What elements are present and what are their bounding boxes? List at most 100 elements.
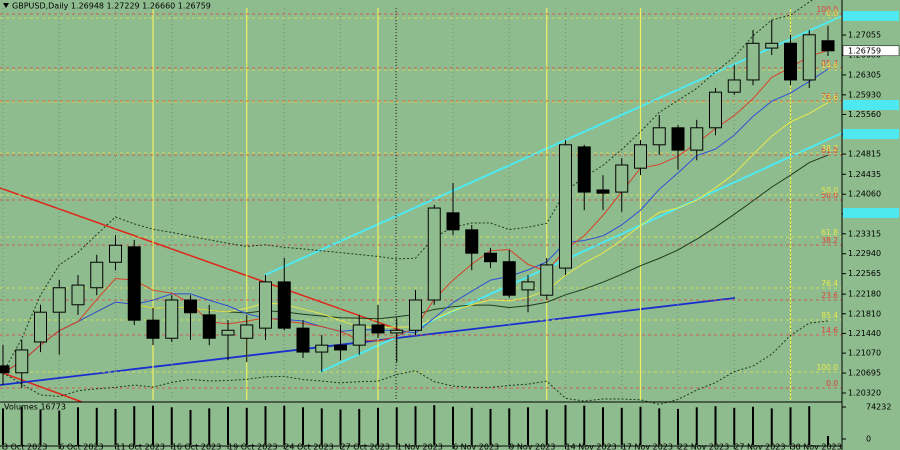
x-tick-label: 1 Nov 2023 [397, 443, 443, 450]
candle-body [671, 127, 685, 151]
x-tick-label: 27 Nov 2023 [734, 443, 785, 450]
candle-body [427, 207, 441, 301]
chart-title: GBPUSD,Daily 1.26948 1.27229 1.26660 1.2… [12, 2, 211, 11]
y-tick-label: 1.27055 [848, 31, 881, 40]
x-tick-label: 17 Nov 2023 [622, 443, 673, 450]
volume-tick-label: 0 [866, 435, 871, 444]
level-label: 0.0 [826, 9, 838, 18]
y-tick-label: 1.24435 [848, 170, 881, 179]
x-tick-label: 3 Oct 2023 [3, 443, 47, 450]
volume-tick-label: 74232 [866, 403, 891, 412]
y-tick-label: 1.22180 [848, 290, 881, 299]
channel-price-box [843, 129, 899, 139]
level-label: 61.8 [821, 146, 838, 155]
candle-body [15, 349, 29, 374]
level-label: 38.2 [821, 236, 838, 245]
candle-body [615, 164, 629, 193]
y-tick-label: 1.26305 [848, 70, 881, 79]
candle-body [821, 40, 835, 52]
level-label: 100.0 [817, 363, 839, 372]
candle-body [202, 314, 216, 339]
candle-body [521, 281, 535, 291]
y-tick-label: 1.21810 [848, 309, 881, 318]
x-tick-label: 22 Nov 2023 [678, 443, 729, 450]
candle-body [90, 261, 104, 289]
level-label: 85.4 [821, 59, 838, 68]
channel-price-box [843, 208, 899, 218]
y-tick-label: 1.21070 [848, 349, 881, 358]
candle-body [315, 344, 329, 353]
candle-body [727, 79, 741, 93]
candle-body [352, 324, 366, 346]
candle-body [240, 324, 254, 339]
trend-line [0, 187, 401, 331]
candle-body [802, 34, 816, 81]
candle-body [371, 324, 385, 334]
x-tick-label: 19 Oct 2023 [228, 443, 277, 450]
candle-body [709, 91, 722, 129]
y-tick-label: 1.24060 [848, 190, 881, 199]
level-label: 100.0 [817, 5, 839, 14]
candle-body [34, 311, 47, 343]
candle-body [259, 281, 272, 329]
channel-line [264, 15, 843, 276]
y-tick-label: 1.21440 [848, 329, 881, 338]
candle-body [71, 284, 85, 306]
x-tick-label: 27 Oct 2023 [341, 443, 390, 450]
level-label: 50.0 [821, 186, 838, 195]
level-label: 38.2 [821, 144, 838, 153]
x-tick-label: 16 Oct 2023 [172, 443, 221, 450]
candle-body [765, 42, 779, 49]
candle-body [52, 287, 66, 313]
x-tick-label: 6 Oct 2023 [59, 443, 103, 450]
candle-body [409, 299, 422, 331]
candle-body [484, 252, 497, 263]
candle-body [296, 327, 310, 353]
candle-body [596, 189, 610, 194]
y-tick-label: 1.25930 [848, 90, 881, 99]
last-price-label: 1.26759 [848, 46, 881, 55]
y-tick-label: 1.25560 [848, 110, 881, 119]
candle-body [109, 244, 122, 263]
candle-body [165, 299, 179, 339]
level-label: 14.6 [821, 326, 838, 335]
candle-body [221, 329, 235, 336]
y-tick-label: 1.20695 [848, 369, 881, 378]
trend-line [0, 371, 83, 403]
candle-body [502, 261, 516, 296]
y-tick-label: 1.22940 [848, 249, 881, 258]
y-tick-label: 1.23315 [848, 229, 881, 238]
trend-line [0, 297, 736, 386]
band-lower [2, 320, 829, 405]
volume-label: Volumes 16773 [4, 403, 66, 412]
x-tick-label: 6 Nov 2023 [453, 443, 499, 450]
candle-body [446, 212, 460, 231]
candle-body [784, 42, 797, 81]
candle-body [577, 146, 591, 193]
x-tick-label: 14 Nov 2023 [566, 443, 617, 450]
channel-price-box [843, 100, 899, 110]
band-upper [2, 0, 814, 374]
candle-body [277, 281, 291, 329]
level-label: 23.6 [821, 93, 838, 102]
x-tick-label: 11 Oct 2023 [116, 443, 165, 450]
candle-body [334, 344, 347, 351]
candle-body [390, 329, 404, 334]
channel-price-box [843, 11, 899, 21]
x-tick-label: 9 Nov 2023 [509, 443, 555, 450]
title-icon [3, 3, 9, 8]
candle-body [0, 365, 10, 374]
y-tick-label: 1.24815 [848, 150, 881, 159]
level-label: 23.6 [821, 291, 838, 300]
level-label: 76.4 [821, 92, 838, 101]
x-tick-label: 24 Oct 2023 [284, 443, 333, 450]
candle-body [540, 264, 554, 296]
level-label: 76.4 [821, 279, 838, 288]
level-label: 0.0 [826, 379, 838, 388]
candle-body [634, 144, 647, 169]
candle-body [465, 229, 479, 254]
candle-body [127, 246, 141, 321]
candle-body [652, 127, 666, 146]
y-tick-label: 1.22565 [848, 269, 881, 278]
